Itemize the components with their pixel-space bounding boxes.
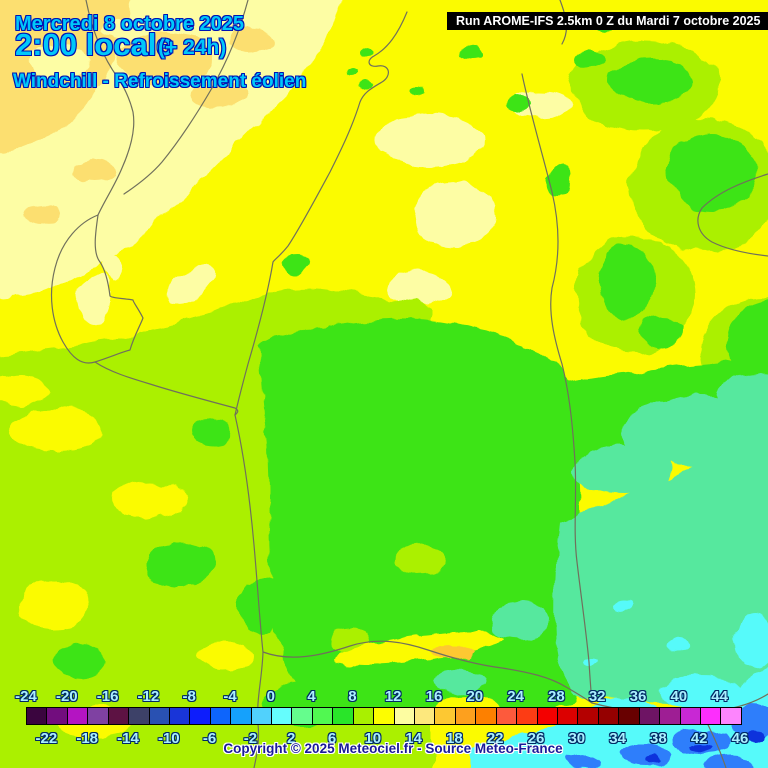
legend-cell <box>537 708 558 724</box>
legend-tick-label: -14 <box>117 730 139 747</box>
legend-tick-label: 44 <box>711 688 728 705</box>
legend-tick-label: -16 <box>96 688 119 705</box>
legend-tick-label: -18 <box>76 730 99 747</box>
legend-cell <box>353 708 375 724</box>
legend-cell <box>210 708 232 724</box>
legend-cell <box>190 708 211 724</box>
legend-cell <box>169 708 191 724</box>
legend-top-labels: -24 -20 -16 -12 -8 -4 0 4 8 12 16 20 24 28 32 36 40 44 <box>15 688 742 705</box>
legend-tick-label: -20 <box>55 688 78 705</box>
legend-cell <box>700 708 722 724</box>
legend-tick-label: 0 <box>266 688 275 705</box>
legend-tick-label: 34 <box>609 730 626 747</box>
legend-cell <box>88 708 109 724</box>
legend-cell <box>435 708 456 724</box>
legend-cell <box>721 708 741 724</box>
color-scale-legend: -24 -20 -16 -12 -8 -4 0 4 8 12 16 20 24 28 32 36 40 44 -2… <box>15 688 749 752</box>
legend-tick-label: 24 <box>507 688 524 705</box>
legend-cell <box>619 708 640 724</box>
legend-tick-label: 20 <box>466 688 484 705</box>
legend-tick-label: 42 <box>690 730 708 747</box>
legend-tick-label: 38 <box>650 730 667 747</box>
copyright-label: Copyright © 2025 Meteociel.fr - Source M… <box>223 741 563 756</box>
legend-cell <box>272 708 293 724</box>
legend-tick-label: 12 <box>384 688 402 705</box>
legend-tick-label: -6 <box>202 730 217 747</box>
legend-cell <box>27 708 48 724</box>
legend-cell <box>639 708 661 724</box>
legend-cell <box>129 708 150 724</box>
legend-tick-label: 14 <box>405 730 422 747</box>
legend-cell <box>67 708 89 724</box>
legend-tick-label: 22 <box>486 730 504 747</box>
legend-cell <box>108 708 130 724</box>
legend-cell <box>517 708 538 724</box>
legend-cell <box>47 708 68 724</box>
legend-tick-label: 10 <box>364 730 382 747</box>
legend-cell <box>680 708 701 724</box>
legend-tick-label: -10 <box>157 730 180 747</box>
legend-tick-label: -12 <box>137 688 160 705</box>
legend-tick-label: 2 <box>287 730 296 747</box>
legend-cell <box>496 708 518 724</box>
run-info-banner: Run AROME-IFS 2.5km 0 Z du Mardi 7 octob… <box>447 12 768 30</box>
legend-tick-label: 36 <box>629 688 647 705</box>
legend-cell <box>455 708 477 724</box>
legend-tick-label: -2 <box>243 730 258 747</box>
legend-tick-label: 28 <box>548 688 565 705</box>
legend-cell <box>394 708 416 724</box>
legend-tick-label: 6 <box>327 730 337 747</box>
legend-tick-label: -8 <box>182 688 196 705</box>
legend-tick-label: 18 <box>446 730 463 747</box>
legend-cell <box>415 708 436 724</box>
legend-cell <box>374 708 395 724</box>
legend-cell <box>660 708 681 724</box>
forecast-offset-label: (+ 24h) <box>158 36 227 59</box>
legend-tick-label: 26 <box>527 730 545 747</box>
date-label: Mercredi 8 octobre 2025 <box>15 13 244 35</box>
legend-cell <box>292 708 313 724</box>
legend-cell <box>231 708 252 724</box>
time-label: 2:00 locale <box>15 27 174 62</box>
legend-tick-label: 30 <box>568 730 586 747</box>
legend-cell <box>578 708 599 724</box>
legend-tick-label: 32 <box>588 688 606 705</box>
legend-color-bar <box>26 707 742 725</box>
legend-cell <box>333 708 354 724</box>
legend-cell <box>557 708 579 724</box>
legend-cell <box>149 708 170 724</box>
legend-tick-label: 8 <box>348 688 357 705</box>
legend-bottom-labels: -22 -18 -14 -10 -6 -2 2 6 10 14 18 22 26 30 34 38 42 46 <box>26 730 749 747</box>
legend-cell <box>476 708 497 724</box>
legend-cell <box>598 708 620 724</box>
legend-tick-label: 40 <box>670 688 688 705</box>
legend-tick-label: -24 <box>15 688 37 705</box>
legend-tick-label: 16 <box>425 688 443 705</box>
legend-cell <box>312 708 334 724</box>
legend-tick-label: -22 <box>35 730 58 747</box>
legend-cell <box>251 708 273 724</box>
product-label: Windchill - Refroissement éolien <box>13 71 307 92</box>
legend-tick-label: -4 <box>223 688 237 705</box>
legend-tick-label: 4 <box>307 688 316 705</box>
legend-tick-label: 46 <box>731 730 749 747</box>
